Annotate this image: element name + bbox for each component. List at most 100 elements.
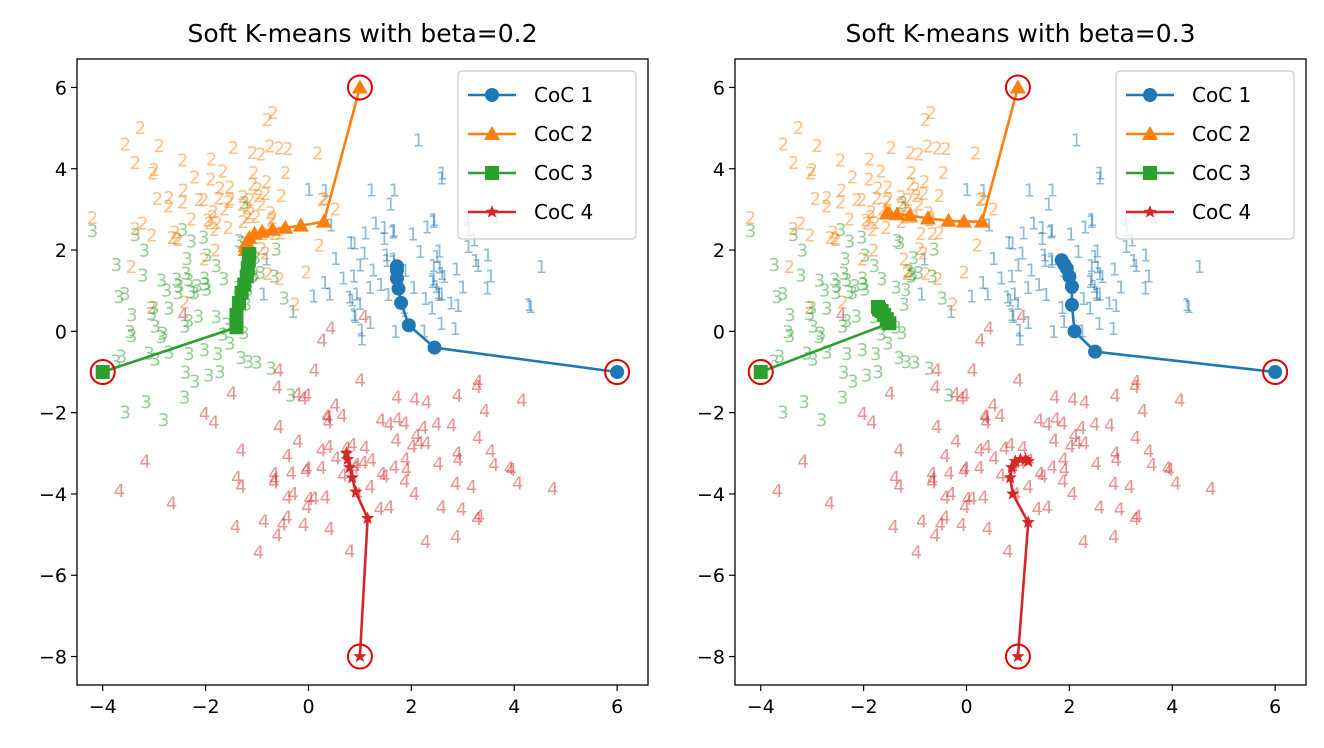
data-point-label: 1 <box>1110 296 1121 317</box>
data-point-label: 2 <box>130 153 141 174</box>
data-point-label: 4 <box>301 386 312 407</box>
data-point-label: 3 <box>857 274 868 295</box>
data-point-label: 3 <box>143 343 154 364</box>
data-point-label: 1 <box>1012 294 1023 315</box>
data-point-label: 2 <box>902 190 913 211</box>
data-point-label: 4 <box>1057 471 1068 492</box>
data-point-label: 4 <box>1124 477 1135 498</box>
data-point-label: 2 <box>871 189 882 210</box>
x-tick-label: 6 <box>611 696 623 718</box>
data-point-label: 3 <box>251 352 262 373</box>
data-point-label: 4 <box>390 431 401 452</box>
data-point-label: 1 <box>381 246 392 267</box>
data-point-label: 2 <box>255 144 266 165</box>
data-point-label: 4 <box>308 488 319 509</box>
data-point-label: 4 <box>980 413 991 434</box>
data-point-label: 2 <box>219 200 230 221</box>
data-point-label: 4 <box>472 372 483 393</box>
data-point-label: 2 <box>938 163 949 184</box>
data-point-label: 4 <box>1068 426 1079 447</box>
data-point-label: 2 <box>147 164 158 185</box>
data-point-label: 4 <box>321 407 332 428</box>
data-point-label: 3 <box>784 326 795 347</box>
data-point-label: 4 <box>392 409 403 430</box>
data-point-label: 2 <box>209 220 220 241</box>
data-point-label: 2 <box>267 103 278 124</box>
data-point-label: 1 <box>457 278 468 299</box>
y-tick-label: −4 <box>697 484 725 506</box>
data-point-label: 1 <box>470 251 481 272</box>
data-point-label: 2 <box>807 160 818 181</box>
data-point-label: 1 <box>366 180 377 201</box>
data-point-label: 2 <box>830 230 841 251</box>
data-point-label: 2 <box>266 210 277 231</box>
data-point-label: 3 <box>829 269 840 290</box>
data-point-label: 2 <box>265 203 276 224</box>
data-point-label: 1 <box>945 302 956 323</box>
data-point-label: 1 <box>348 305 359 326</box>
data-point-label: 3 <box>183 270 194 291</box>
data-point-label: 1 <box>390 322 401 343</box>
initial-center-ring <box>346 643 373 670</box>
data-point-label: 4 <box>337 466 348 487</box>
data-point-label: 2 <box>163 197 174 218</box>
data-point-label: 3 <box>835 220 846 241</box>
data-point-label: 1 <box>399 261 410 282</box>
data-point-label: 4 <box>268 464 279 485</box>
data-point-label: 4 <box>268 472 279 493</box>
data-point-label: 4 <box>226 383 237 404</box>
data-point-label: 1 <box>428 212 439 233</box>
data-point-label: 4 <box>506 460 517 481</box>
data-point-label: 1 <box>1072 242 1083 263</box>
data-point-label: 2 <box>898 249 909 270</box>
data-point-label: 4 <box>322 413 333 434</box>
data-point-label: 2 <box>795 214 806 235</box>
data-point-label: 4 <box>1130 372 1141 393</box>
data-point-label: 3 <box>163 343 174 364</box>
data-point-label: 2 <box>237 195 248 216</box>
data-point-label: 2 <box>821 188 832 209</box>
data-point-label: 2 <box>864 149 875 170</box>
data-point-label: 3 <box>913 263 924 284</box>
data-point-label: 1 <box>1086 210 1097 231</box>
data-point-label: 3 <box>908 248 919 269</box>
data-point-label: 1 <box>428 270 439 291</box>
data-point-label: 3 <box>199 269 210 290</box>
data-point-label: 1 <box>1028 213 1039 234</box>
data-point-label: 3 <box>843 282 854 303</box>
data-point-label: 4 <box>939 508 950 529</box>
data-point-label: 1 <box>1004 290 1015 311</box>
data-point-label: 2 <box>264 137 275 158</box>
data-point-label: 4 <box>926 472 937 493</box>
data-point-label: 2 <box>146 225 157 246</box>
data-point-label: 4 <box>391 388 402 409</box>
data-point-label: 3 <box>212 344 223 365</box>
data-point-label: 1 <box>337 269 348 290</box>
data-point-label: 1 <box>303 180 314 201</box>
data-point-label: 3 <box>183 344 194 365</box>
data-point-label: 4 <box>253 543 264 564</box>
series-marker <box>1067 324 1082 339</box>
data-point-label: 3 <box>788 225 799 246</box>
series-marker <box>277 219 294 234</box>
data-point-label: 3 <box>795 266 806 287</box>
data-point-label: 2 <box>152 189 163 210</box>
data-point-label: 2 <box>166 228 177 249</box>
series-marker <box>1021 515 1035 529</box>
data-point-label: 1 <box>988 249 999 270</box>
data-point-label: 4 <box>178 305 189 326</box>
legend-marker <box>485 88 499 102</box>
data-point-label: 4 <box>281 508 292 529</box>
initial-center-ring <box>346 74 373 101</box>
data-point-label: 1 <box>427 272 438 293</box>
data-point-label: 3 <box>271 239 282 260</box>
data-point-label: 1 <box>1194 257 1205 278</box>
data-point-label: 1 <box>258 284 269 305</box>
data-point-label: 4 <box>410 426 421 447</box>
data-point-label: 4 <box>974 330 985 351</box>
series-marker <box>351 79 368 94</box>
data-point-label: 4 <box>1067 389 1078 410</box>
data-point-label: 4 <box>273 417 284 438</box>
data-point-label: 4 <box>974 440 985 461</box>
data-point-label: 4 <box>1048 431 1059 452</box>
